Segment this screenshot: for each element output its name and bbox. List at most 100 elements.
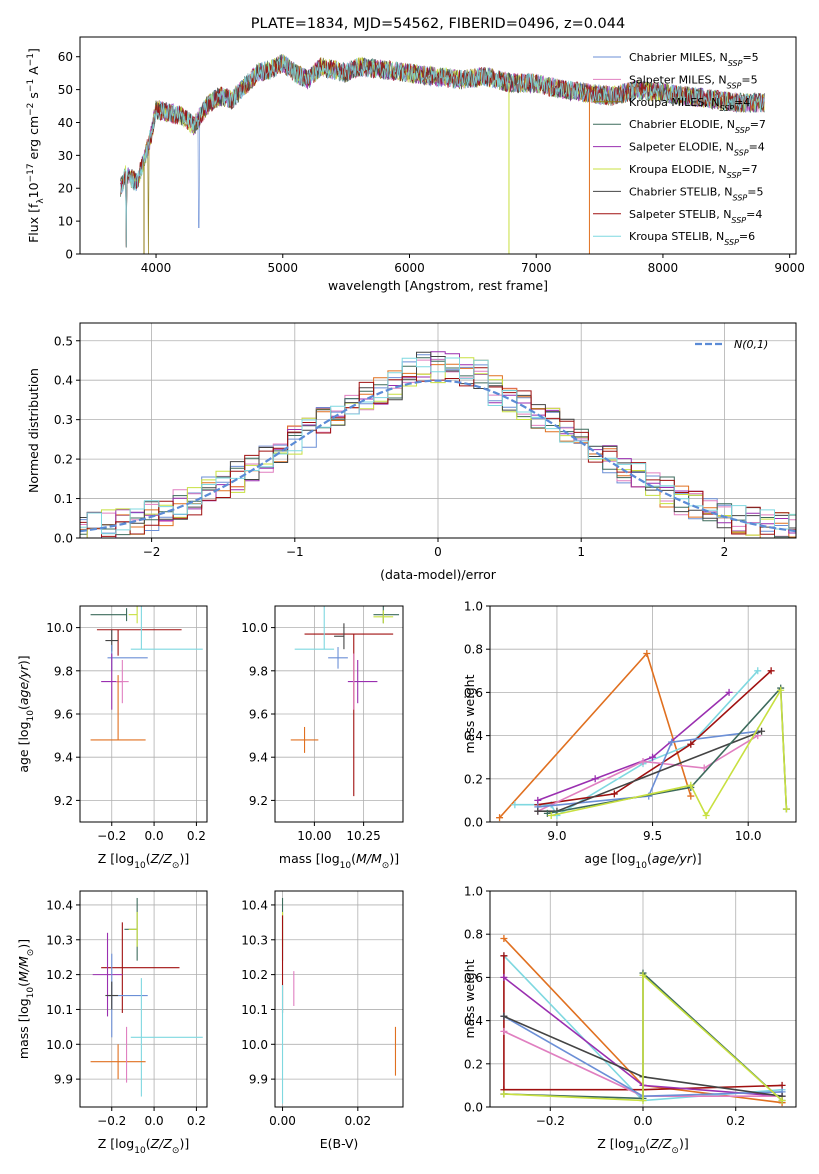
weight-marker	[511, 801, 519, 809]
x-axis-label: wavelength [Angstrom, rest frame]	[328, 278, 548, 293]
weight-marker	[668, 738, 676, 746]
histograms	[80, 351, 796, 538]
weight-lines	[500, 935, 786, 1107]
weight-marker	[500, 1027, 508, 1035]
weight-marker	[639, 971, 647, 979]
y-axis-label: age [log10(age/yr)]	[16, 655, 36, 772]
weight-marker	[702, 812, 710, 820]
axes-frame	[79, 890, 208, 1108]
y-tick-label: 0.4	[464, 1014, 483, 1028]
residuals-panel: −2 −1 0 1 2 0.0 0.1 0.2 0.3 0.4 0.5 (data-model)/er…	[26, 322, 797, 582]
y-tick-label: 0.4	[54, 374, 73, 388]
y-tick-label: 10.1	[241, 1003, 268, 1017]
z-weight-panel: −0.2 0.0 0.2 0.0 0.2 0.4 0.6 0.8 1.0 Z [log10(Z/Z…	[462, 885, 797, 1156]
weight-marker	[643, 650, 651, 658]
x-tick-label: −2	[143, 545, 161, 559]
axes-frame	[274, 890, 404, 1108]
x-tick-label: −0.2	[536, 1114, 565, 1128]
legend: Chabrier MILES, NSSP=5 Salpeter MILES, NS…	[593, 51, 766, 247]
y-tick-label: 10.3	[46, 933, 73, 947]
y-tick-label: 10.1	[46, 1003, 73, 1017]
y-tick-label: 9.9	[249, 1073, 268, 1087]
x-axis-label: Z [log10(Z/Z⊙)]	[98, 1136, 189, 1156]
x-tick-label: 4000	[141, 261, 172, 275]
x-tick-label: 7000	[521, 261, 552, 275]
histogram-series	[80, 351, 796, 538]
x-tick-label: 0.0	[633, 1114, 652, 1128]
y-tick-label: 9.8	[54, 664, 73, 678]
x-axis-label: E(B-V)	[320, 1136, 359, 1151]
y-tick-label: 10	[58, 215, 73, 229]
x-tick-label: 0.2	[187, 1114, 206, 1128]
y-tick-label: 10.0	[241, 621, 268, 635]
x-tick-label: 6000	[394, 261, 425, 275]
y-tick-label: 9.2	[54, 794, 73, 808]
legend-entry: Chabrier STELIB, NSSP=5	[629, 185, 763, 202]
x-axis-label: Z [log10(Z/Z⊙)]	[597, 1136, 688, 1156]
x-tick-label: 0.2	[187, 829, 206, 843]
weight-marker	[778, 1097, 786, 1105]
y-tick-label: 40	[58, 116, 73, 130]
y-tick-label: 0	[65, 248, 73, 262]
y-tick-label: 10.2	[241, 968, 268, 982]
y-tick-label: 20	[58, 182, 73, 196]
y-tick-label: 0.1	[54, 492, 73, 506]
age-weight-panel: 9.0 9.5 10.0 0.0 0.2 0.4 0.6 0.8 1.0 age [log10(a…	[462, 600, 797, 871]
weight-marker	[687, 792, 695, 800]
x-tick-label: 10.25	[346, 829, 380, 843]
y-tick-label: 9.6	[249, 708, 268, 722]
chart-title: PLATE=1834, MJD=54562, FIBERID=0496, z=0…	[251, 16, 625, 32]
x-axis-label: (data-model)/error	[380, 567, 497, 582]
weight-marker	[496, 814, 504, 822]
legend-entry: Kroupa STELIB, NSSP=6	[629, 230, 755, 247]
y-tick-label: 0.2	[54, 453, 73, 467]
x-tick-label: −0.2	[97, 1114, 126, 1128]
x-tick-label: 0.2	[726, 1114, 745, 1128]
weight-series-line	[547, 686, 788, 815]
y-tick-label: 9.2	[249, 794, 268, 808]
spectrum-lines	[120, 54, 765, 254]
y-tick-label: 9.4	[249, 751, 268, 765]
x-tick-label: 10.0	[735, 829, 762, 843]
mass-age-panel: 10.00 10.25 9.2 9.4 9.6 9.8 10.0 mass [log10(M/…	[241, 605, 404, 871]
y-tick-label: 0.8	[464, 643, 483, 657]
histogram-series	[80, 357, 796, 538]
weight-marker	[543, 809, 551, 817]
weight-marker	[500, 973, 508, 981]
weight-marker	[725, 688, 733, 696]
x-tick-label: 0.0	[145, 829, 164, 843]
weight-marker	[500, 1090, 508, 1098]
y-tick-label: 10.2	[46, 968, 73, 982]
weight-marker	[500, 952, 508, 960]
x-tick-label: 0.0	[145, 1114, 164, 1128]
legend-entry: Kroupa ELODIE, NSSP=7	[629, 163, 758, 180]
y-tick-label: 10.0	[46, 621, 73, 635]
y-tick-label: 10.0	[241, 1038, 268, 1052]
histogram-series	[80, 359, 796, 537]
x-tick-label: 0.00	[269, 1114, 296, 1128]
y-tick-label: 9.6	[54, 708, 73, 722]
weight-marker	[758, 727, 766, 735]
x-tick-label: 9.5	[643, 829, 662, 843]
weight-series-line	[503, 955, 783, 1091]
y-axis-label: mass weight	[462, 959, 477, 1038]
ebv-mass-panel: 0.00 0.02 9.9 10.0 10.1 10.2 10.3 10.4 E(B-V)	[241, 890, 404, 1151]
y-tick-label: 10.0	[46, 1038, 73, 1052]
weight-marker	[777, 686, 785, 694]
weight-marker	[500, 1012, 508, 1020]
weight-marker	[687, 781, 695, 789]
y-tick-label: 0.3	[54, 413, 73, 427]
weight-marker	[782, 805, 790, 813]
y-tick-label: 0.6	[464, 971, 483, 985]
weight-marker	[687, 740, 695, 748]
y-tick-label: 50	[58, 83, 73, 97]
y-axis-label: Normed distribution	[26, 368, 41, 493]
x-tick-label: 0.02	[344, 1114, 371, 1128]
z-age-panel: −0.2 0.0 0.2 9.2 9.4 9.6 9.8 10.0 Z [log10(Z/Z⊙)…	[16, 605, 208, 871]
x-axis-label: mass [log10(M/M⊙)]	[279, 851, 399, 871]
errorbars	[90, 606, 203, 741]
x-tick-label: −0.2	[97, 829, 126, 843]
weight-marker	[534, 796, 542, 804]
y-tick-label: 0.8	[464, 928, 483, 942]
weight-lines	[496, 650, 790, 822]
